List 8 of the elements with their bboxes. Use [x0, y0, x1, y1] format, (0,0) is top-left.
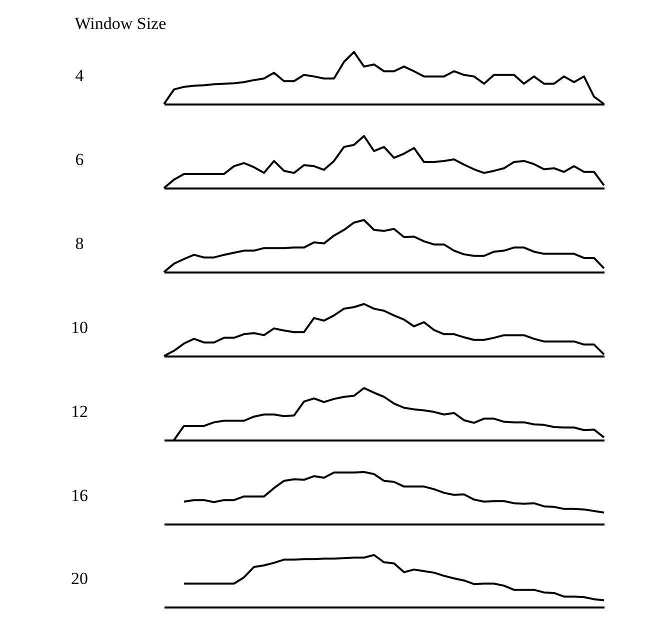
y-axis-title: 4	[75, 66, 84, 85]
y-axis-title: 12	[71, 402, 88, 421]
y-axis-title: 6	[75, 150, 84, 169]
chart-title: Window Size	[74, 14, 166, 33]
y-axis-title: 8	[75, 234, 84, 253]
y-axis-title: 20	[71, 568, 88, 588]
y-axis-title: 16	[71, 486, 88, 505]
y-axis-title: 10	[71, 318, 88, 337]
